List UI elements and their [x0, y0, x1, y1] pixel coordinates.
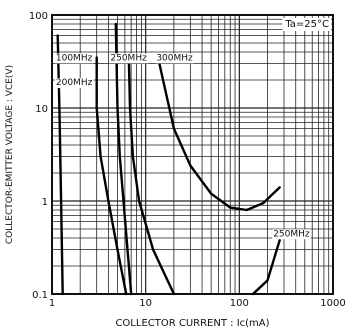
characteristic-curve [251, 238, 281, 296]
y-tick-label: 0.1 [32, 290, 48, 301]
curve-label-text: 300MHz [156, 53, 193, 63]
characteristic-curve [158, 62, 281, 212]
curve-label-text: 100MHz [56, 53, 93, 63]
curve-label: 200MHz [54, 78, 94, 89]
curve-label-background [54, 78, 94, 89]
characteristic-curve [127, 56, 176, 296]
y-tick-label: 100 [29, 11, 48, 22]
y-axis-label: COLLECTOR-EMITTER VOLTAGE : VCE(V) [5, 65, 15, 244]
curve-label-text: 250MHz [110, 53, 147, 63]
x-tick-label: 1 [49, 298, 55, 309]
characteristic-curve [56, 34, 64, 296]
x-tick-label: 100 [230, 298, 249, 309]
plot-frame [51, 14, 334, 295]
characteristic-curve [114, 22, 133, 296]
curve-label-background [155, 53, 195, 64]
curve-label: 100MHz [54, 53, 94, 64]
curves [56, 22, 281, 296]
curve-label-text: 250MHz [273, 229, 310, 239]
curve-label: 300MHz [155, 53, 195, 64]
curve-labels: 100MHz 250MHz 300MHz 200MHz 250MHz [54, 53, 311, 240]
x-tick-label: 10 [139, 298, 152, 309]
curve-label: 250MHz [109, 53, 149, 64]
x-axis-label: COLLECTOR CURRENT : Ic(mA) [115, 318, 269, 329]
curve-label-background [109, 53, 149, 64]
curve-label: 250MHz [272, 229, 311, 240]
curve-label-background [54, 53, 94, 64]
temperature-annotation: Ta=25°C [284, 19, 329, 30]
curve-label-text: 200MHz [56, 78, 93, 88]
x-tick-label: 1000 [320, 298, 345, 309]
curve-label-background [272, 229, 311, 240]
y-tick-label: 10 [35, 104, 48, 115]
characteristic-curve [95, 56, 128, 296]
y-tick-label: 1 [42, 197, 48, 208]
annotation-background [282, 18, 332, 31]
